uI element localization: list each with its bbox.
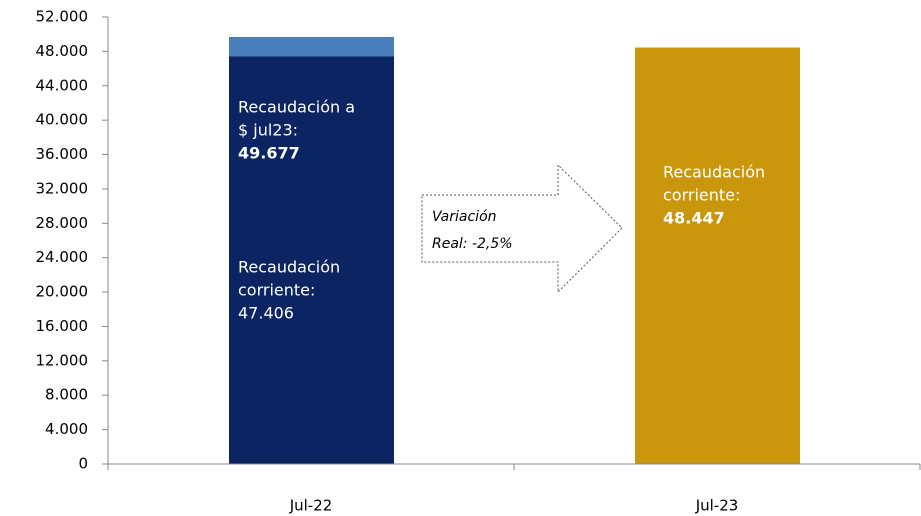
bar-annotation: $ jul23: <box>238 121 298 140</box>
y-tick-label: 24.000 <box>36 248 89 266</box>
bar-annotation: 47.406 <box>238 304 294 323</box>
y-tick-label: 16.000 <box>36 317 89 335</box>
variation-arrow <box>421 163 623 294</box>
arrow-line: Variación <box>432 209 497 225</box>
y-tick-label: 20.000 <box>36 283 89 301</box>
x-tick-label: Jul-22 <box>289 497 333 515</box>
y-tick-label: 0 <box>78 455 88 473</box>
bar <box>635 47 800 464</box>
y-tick-label: 40.000 <box>36 111 89 129</box>
y-tick-label: 44.000 <box>36 76 89 94</box>
x-tick-label: Jul-23 <box>695 497 739 515</box>
y-tick-label: 52.000 <box>36 8 89 26</box>
y-tick-label: 12.000 <box>36 351 89 369</box>
bar-annotation: Recaudación <box>238 258 340 277</box>
arrow-line: Real: -2,5% <box>432 236 513 252</box>
y-tick-label: 28.000 <box>36 214 89 232</box>
bar-annotation: Recaudación <box>663 163 765 182</box>
y-tick-label: 36.000 <box>36 145 89 163</box>
bar-annotation-value: 49.677 <box>238 144 300 163</box>
bar-annotation: corriente: <box>663 186 740 205</box>
bar <box>229 56 394 465</box>
bar-annotation-value: 48.447 <box>663 209 725 228</box>
y-tick-label: 4.000 <box>45 420 88 438</box>
bar-annotation: Recaudación a <box>238 98 355 117</box>
bar <box>229 36 394 57</box>
bar-annotation: corriente: <box>238 281 315 300</box>
y-tick-label: 48.000 <box>36 42 89 60</box>
y-tick-label: 32.000 <box>36 179 89 197</box>
y-tick-label: 8.000 <box>45 386 88 404</box>
